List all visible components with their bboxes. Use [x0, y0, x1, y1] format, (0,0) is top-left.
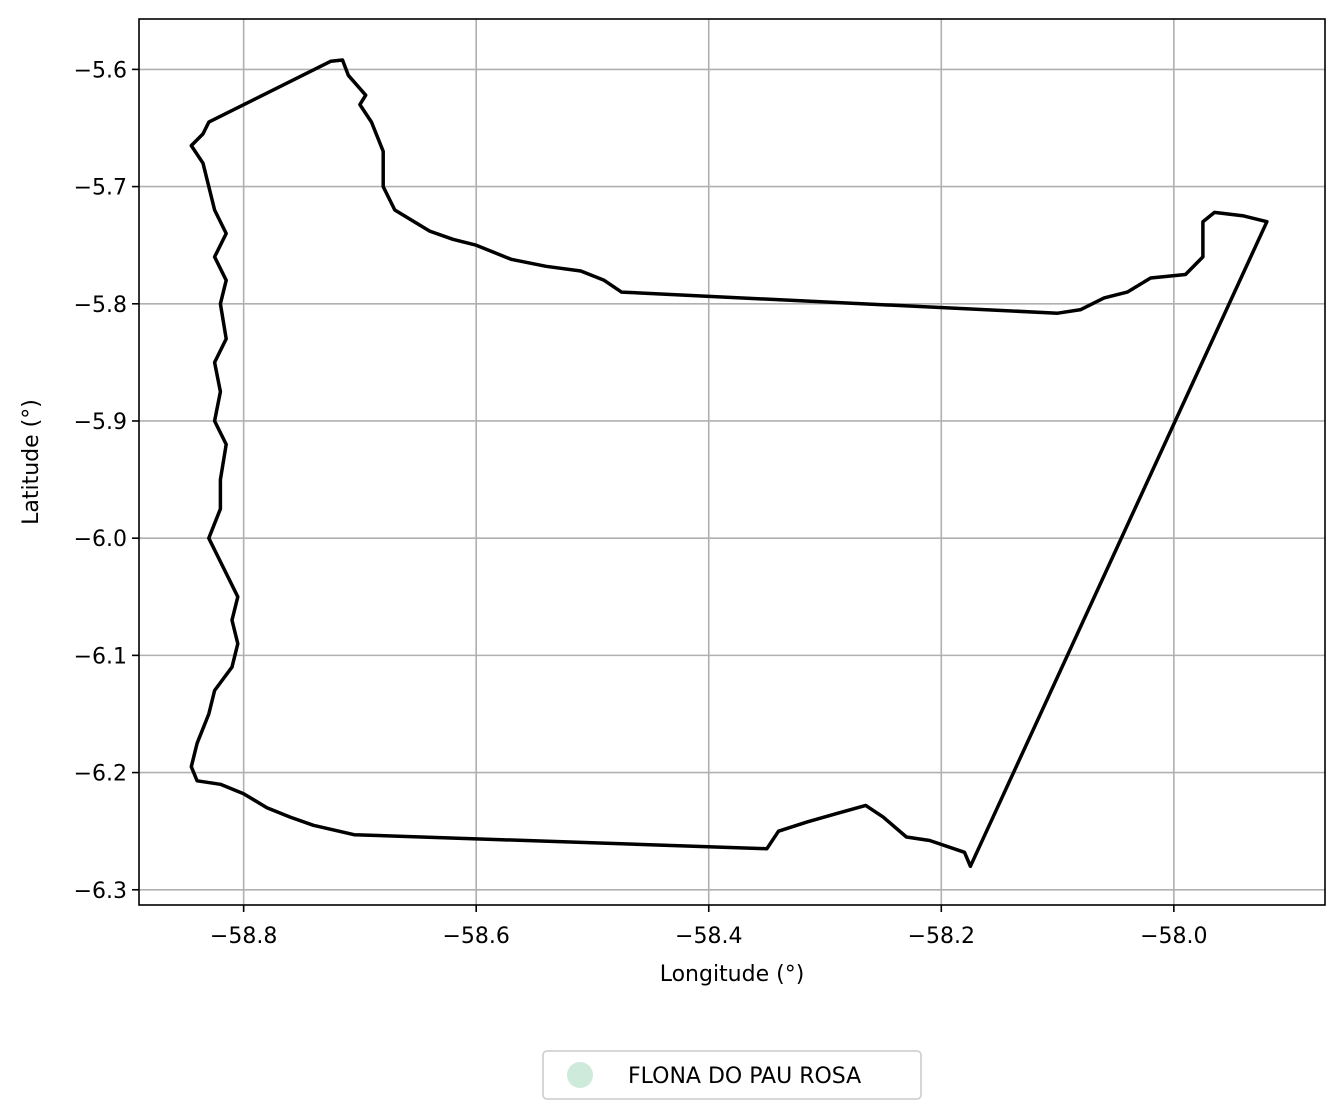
y-tick-label: −5.7: [74, 176, 127, 201]
flona-boundary-outline: [189, 58, 1269, 869]
y-tick-label: −6.3: [74, 879, 127, 904]
y-tick-label: −6.1: [74, 644, 127, 669]
legend-marker-icon: [567, 1062, 593, 1088]
legend: FLONA DO PAU ROSA: [542, 1050, 922, 1100]
legend-frame: [542, 1050, 922, 1100]
x-tick-label: −58.2: [908, 924, 975, 949]
y-tick-label: −5.8: [74, 293, 127, 318]
x-axis-ticks: −58.8 −58.6 −58.4 −58.2 −58.0: [210, 905, 1208, 949]
grid-lines: [139, 19, 1325, 905]
boundary-layer: [189, 58, 1269, 869]
x-tick-label: −58.6: [442, 924, 509, 949]
plot-area-frame: [138, 18, 1326, 906]
x-tick-label: −58.0: [1140, 924, 1207, 949]
x-tick-label: −58.4: [675, 924, 742, 949]
legend-entry-label: FLONA DO PAU ROSA: [628, 1064, 861, 1089]
x-tick-label: −58.8: [210, 924, 277, 949]
x-axis-label: Longitude (°): [660, 962, 805, 987]
y-tick-label: −6.0: [74, 527, 127, 552]
y-tick-label: −6.2: [74, 762, 127, 787]
y-tick-label: −5.9: [74, 410, 127, 435]
y-axis-ticks: −5.6 −5.7 −5.8 −5.9 −6.0 −6.1 −6.2 −6.3: [74, 58, 139, 904]
y-tick-label: −5.6: [74, 58, 127, 83]
y-axis-label: Latitude (°): [19, 399, 44, 525]
